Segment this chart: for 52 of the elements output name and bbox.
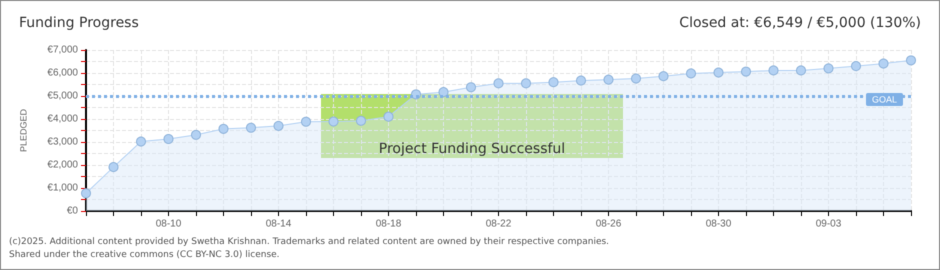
x-tick-label: 08-10 xyxy=(156,218,182,230)
point xyxy=(108,162,118,172)
point xyxy=(878,58,888,69)
point xyxy=(714,68,724,78)
point xyxy=(164,134,174,144)
point xyxy=(741,66,751,77)
point xyxy=(576,76,586,86)
point xyxy=(824,63,834,74)
point xyxy=(796,65,806,76)
point xyxy=(768,65,778,76)
point xyxy=(81,188,91,198)
y-tick-label: €5,000 xyxy=(47,90,78,102)
x-tick-label: 09-03 xyxy=(816,218,842,230)
chart-subtitle: Closed at: €6,549 / €5,000 (130%) xyxy=(679,15,921,31)
ref-line-label: GOAL xyxy=(872,94,897,104)
point xyxy=(384,112,394,122)
y-tick-label: €7,000 xyxy=(47,44,78,56)
x-tick-label: 08-14 xyxy=(266,218,292,230)
x-tick-label: 08-18 xyxy=(376,218,402,230)
y-tick-label: €3,000 xyxy=(47,136,78,148)
point xyxy=(356,116,366,126)
point xyxy=(521,78,531,88)
point xyxy=(218,124,228,134)
point xyxy=(466,82,476,92)
y-tick-label: €6,000 xyxy=(47,68,78,78)
text: (c)2025. Additional content provided by Swetha Krishnan. Trademarks and related content are owned by their respective companies. xyxy=(9,237,610,247)
point xyxy=(301,116,311,127)
point xyxy=(438,87,448,98)
x-tick-label: 08-30 xyxy=(706,218,732,230)
y-axis-title: PLEDGED xyxy=(18,108,28,152)
point xyxy=(328,116,338,127)
y-tick-label: €2,000 xyxy=(47,160,78,170)
point xyxy=(246,122,256,133)
point xyxy=(274,120,284,131)
point xyxy=(604,74,614,85)
point xyxy=(631,74,641,84)
y-tick-label: €1,000 xyxy=(47,182,78,194)
point xyxy=(658,71,668,82)
annotation: Project Funding Successful xyxy=(378,141,566,157)
point xyxy=(906,55,916,66)
text: Shared under the creative commons (CC BY-NC 3.0) license. xyxy=(9,250,280,260)
point xyxy=(686,68,696,78)
point xyxy=(191,130,201,140)
point xyxy=(548,77,558,88)
point xyxy=(851,61,861,72)
point xyxy=(494,78,504,88)
x-tick-label: 08-26 xyxy=(596,218,622,230)
y-tick-label: €4,000 xyxy=(47,114,78,124)
y-tick-label: €0 xyxy=(66,206,78,216)
point xyxy=(136,136,146,147)
chart-title: Funding Progress xyxy=(19,15,139,31)
x-tick-label: 08-22 xyxy=(486,218,512,230)
